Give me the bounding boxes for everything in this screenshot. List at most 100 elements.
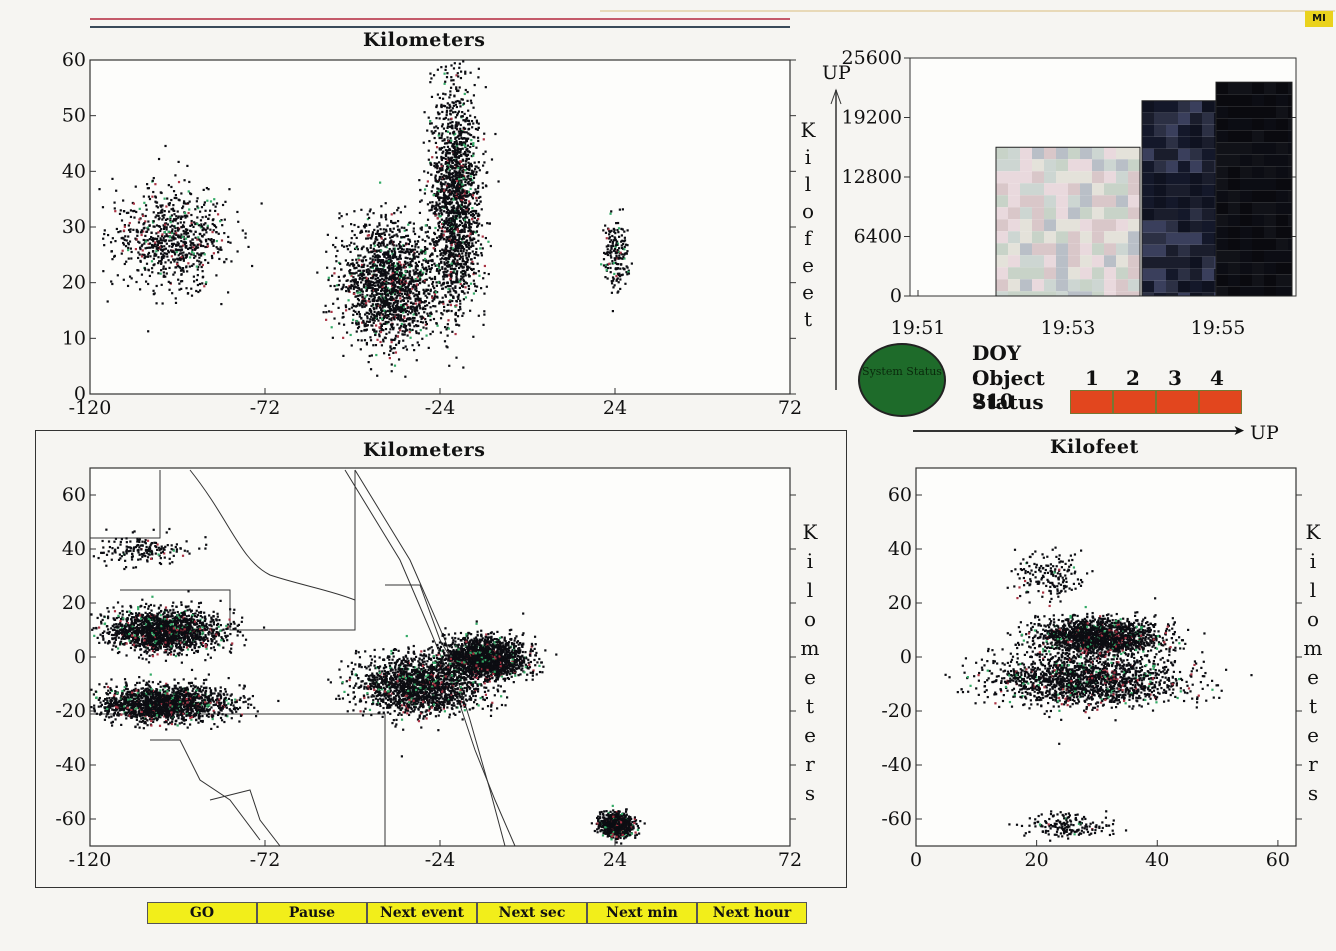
next-event-button[interactable]: Next event bbox=[367, 902, 477, 924]
histogram-up-label: UP bbox=[822, 62, 851, 84]
data-cluster bbox=[98, 144, 263, 333]
y-tick-label: 30 bbox=[62, 216, 86, 238]
data-cluster bbox=[92, 527, 208, 571]
map_plot-ylabel-letter: s bbox=[804, 781, 816, 805]
status-cell-2[interactable] bbox=[1113, 390, 1156, 414]
next-min-button[interactable]: Next min bbox=[587, 902, 697, 924]
side_plot-ylabel-letter: t bbox=[1308, 694, 1318, 718]
status-cell-1[interactable] bbox=[1070, 390, 1113, 414]
histogram-bar bbox=[995, 146, 1141, 297]
data-cluster bbox=[1008, 810, 1128, 842]
x-tick-label: -120 bbox=[69, 397, 112, 419]
x-tick-label: -120 bbox=[69, 849, 112, 871]
side_plot-ylabel-letter: s bbox=[1307, 781, 1319, 805]
y-tick-label: 20 bbox=[62, 272, 86, 294]
x-tick-label: 24 bbox=[603, 849, 627, 871]
x-tick-label: 24 bbox=[603, 397, 627, 419]
top_plot-ylabel-letter: f bbox=[804, 226, 812, 250]
map-plot-title: Kilometers bbox=[363, 439, 486, 461]
status-label: Status bbox=[972, 390, 1044, 414]
top_plot-ylabel-letter: o bbox=[801, 199, 815, 223]
top-divider-2 bbox=[90, 26, 790, 28]
side-plot-title: Kilofeet bbox=[1050, 436, 1139, 458]
y-tick-label: -20 bbox=[881, 700, 912, 722]
hist-y-tick-label: 6400 bbox=[854, 226, 902, 248]
system-status-circle[interactable]: System Status bbox=[858, 343, 946, 417]
side_plot-ylabel-letter: m bbox=[1303, 636, 1323, 660]
x-tick-label: -24 bbox=[425, 849, 456, 871]
hist-y-tick-label: 0 bbox=[890, 285, 902, 307]
top_plot-ylabel-letter: t bbox=[803, 307, 813, 331]
y-tick-label: 50 bbox=[62, 105, 86, 127]
mode-badge[interactable]: MI bbox=[1305, 11, 1333, 27]
object-number: 4 bbox=[1210, 366, 1224, 390]
data-cluster bbox=[590, 804, 646, 845]
y-tick-label: 40 bbox=[62, 160, 86, 182]
plot-frame bbox=[89, 467, 791, 847]
map-boundary-line bbox=[120, 470, 356, 631]
y-tick-label: 0 bbox=[74, 383, 86, 405]
y-tick-label: 40 bbox=[62, 538, 86, 560]
status-cell-3[interactable] bbox=[1156, 390, 1199, 414]
object-label: Object bbox=[972, 366, 1045, 390]
up-arrow-line bbox=[913, 430, 1240, 432]
map_plot-ylabel-letter: e bbox=[804, 723, 816, 747]
map-boundary-line bbox=[209, 789, 281, 847]
doy-label: DOY : 210 bbox=[972, 341, 1022, 413]
top_plot-ylabel-letter: i bbox=[804, 145, 812, 169]
y-tick-label: 20 bbox=[888, 592, 912, 614]
x-tick-label: 60 bbox=[1266, 849, 1290, 871]
next-hour-button[interactable]: Next hour bbox=[697, 902, 807, 924]
data-cluster bbox=[90, 668, 280, 731]
object-row: Object 1 2 3 4 bbox=[972, 366, 1272, 390]
map_plot-ylabel-letter: t bbox=[805, 694, 815, 718]
x-tick-label: 72 bbox=[778, 849, 802, 871]
x-tick-label: 72 bbox=[778, 397, 802, 419]
system-status-text: System Status bbox=[862, 365, 942, 378]
y-tick-label: 10 bbox=[62, 327, 86, 349]
y-tick-label: 60 bbox=[62, 484, 86, 506]
x-tick-label: -72 bbox=[250, 397, 281, 419]
data-cluster bbox=[90, 590, 266, 664]
playback-controls: GO Pause Next event Next sec Next min Ne… bbox=[147, 902, 807, 924]
map-boundary-line bbox=[150, 739, 261, 841]
side_plot-ylabel-letter: i bbox=[1309, 549, 1317, 573]
top-edge-line bbox=[600, 10, 1335, 12]
x-tick-label: -72 bbox=[250, 849, 281, 871]
map-boundary-line bbox=[90, 470, 161, 539]
map_plot-ylabel-letter: e bbox=[804, 665, 816, 689]
next-sec-button[interactable]: Next sec bbox=[477, 902, 587, 924]
y-tick-label: -40 bbox=[881, 754, 912, 776]
side_plot-ylabel-letter: e bbox=[1307, 723, 1319, 747]
go-button[interactable]: GO bbox=[147, 902, 257, 924]
hist-x-tick-label: 19:55 bbox=[1191, 317, 1246, 339]
x-tick-label: 0 bbox=[910, 849, 922, 871]
top_plot-ylabel-letter: l bbox=[804, 172, 812, 196]
y-tick-label: -20 bbox=[55, 700, 86, 722]
data-cluster bbox=[316, 151, 477, 378]
x-tick-label: 20 bbox=[1025, 849, 1049, 871]
pause-button[interactable]: Pause bbox=[257, 902, 367, 924]
map_plot-ylabel-letter: r bbox=[805, 752, 815, 776]
data-cluster bbox=[1006, 546, 1094, 608]
up-arrow-label: UP bbox=[1250, 422, 1279, 444]
y-tick-label: 60 bbox=[888, 484, 912, 506]
status-cells bbox=[1070, 390, 1242, 414]
x-tick-label: -24 bbox=[425, 397, 456, 419]
map_plot-ylabel-letter: i bbox=[806, 549, 814, 573]
data-cluster bbox=[418, 60, 500, 369]
y-tick-label: -40 bbox=[55, 754, 86, 776]
side_plot-ylabel-letter: K bbox=[1305, 520, 1321, 544]
top_plot-ylabel-letter: e bbox=[802, 280, 814, 304]
data-cluster bbox=[1006, 597, 1206, 681]
data-cluster bbox=[600, 208, 633, 313]
object-number: 1 bbox=[1085, 366, 1099, 390]
status-cell-4[interactable] bbox=[1199, 390, 1242, 414]
object-number: 3 bbox=[1168, 366, 1182, 390]
